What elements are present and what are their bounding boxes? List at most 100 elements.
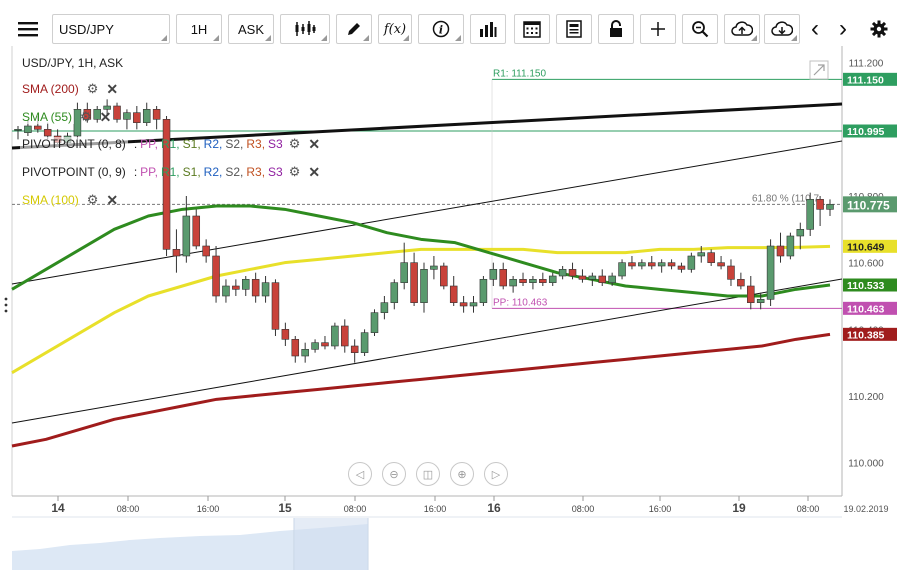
legend-sma200-row[interactable]: SMA (200) ⚙ ✕: [20, 80, 118, 98]
candle-body: [271, 282, 280, 330]
s1-label: S1,: [182, 137, 201, 151]
gear-icon: [870, 20, 888, 38]
candle-body: [687, 255, 696, 270]
r1-label: R1,: [160, 137, 180, 151]
candle-body: [440, 265, 448, 287]
candle-body: [697, 252, 706, 257]
x-tick-label: 19: [732, 501, 746, 515]
zoom-button[interactable]: [682, 14, 718, 44]
close-icon[interactable]: ✕: [308, 135, 321, 152]
draw-tool-button[interactable]: [336, 14, 372, 44]
indicators-button[interactable]: f(x): [378, 14, 412, 44]
candle-body: [469, 302, 478, 307]
candle-body: [380, 302, 389, 313]
symbol-selector[interactable]: USD/JPY: [52, 14, 170, 44]
pivot1-label: PIVOTPOINT (0, 8): [20, 137, 128, 151]
timeframe-selector[interactable]: 1H: [176, 14, 222, 44]
candle-body: [737, 279, 745, 287]
candle-body: [241, 279, 250, 290]
candle-body: [796, 229, 805, 237]
candle-body: [14, 129, 22, 131]
r3-label: R3,: [246, 137, 266, 151]
candle-body: [311, 342, 319, 350]
candle-body: [202, 245, 210, 257]
candle-body: [133, 112, 141, 123]
volume-button[interactable]: [470, 14, 506, 44]
thick-trendline[interactable]: [11, 102, 843, 150]
cloud-download-icon: [771, 21, 793, 36]
gear-icon[interactable]: ⚙: [288, 136, 301, 151]
candle-body: [301, 349, 309, 357]
legend-sma100-row[interactable]: SMA (100) ⚙ ✕: [20, 191, 118, 209]
candle-body: [162, 119, 171, 250]
s1-label: S1,: [182, 165, 201, 179]
restore-view-button[interactable]: [809, 60, 829, 80]
legend-sma55-row[interactable]: SMA (55) ⚙ ✕: [20, 108, 111, 126]
next-button[interactable]: ›: [832, 14, 854, 44]
zoom-out-button[interactable]: ⊖: [382, 462, 406, 486]
resize-handle[interactable]: [4, 297, 8, 313]
legend-pivot1-row[interactable]: PIVOTPOINT (0, 8) : PP, R1, S1, R2, S2, …: [20, 135, 320, 153]
hamburger-menu-icon[interactable]: [10, 14, 46, 44]
candle-body: [350, 345, 359, 353]
settings-button[interactable]: [866, 14, 892, 44]
close-icon[interactable]: ✕: [308, 163, 321, 180]
info-button[interactable]: i: [418, 14, 464, 44]
price-chart[interactable]: R1: 111.150 PP: 110.463 61.80 % (110.7.. 1…: [0, 46, 902, 570]
lock-icon: [610, 20, 622, 37]
news-button[interactable]: [556, 14, 592, 44]
close-icon[interactable]: ✕: [106, 80, 119, 97]
price-tag-label: 111.150: [847, 74, 884, 86]
navigator-window[interactable]: [294, 518, 368, 570]
chevron-left-icon: ‹: [811, 15, 819, 42]
pencil-icon: [348, 23, 360, 35]
price-tag-bg: [843, 278, 897, 292]
fit-button[interactable]: ◫: [416, 462, 440, 486]
candle-body: [618, 262, 626, 277]
x-tick-label: 16:00: [649, 504, 672, 514]
prev-button[interactable]: ‹: [804, 14, 826, 44]
x-tick-label: 08:00: [797, 504, 820, 514]
gear-icon[interactable]: ⚙: [86, 81, 99, 96]
bar-chart-icon: [480, 22, 497, 37]
trendlines[interactable]: [11, 102, 843, 424]
close-icon[interactable]: ✕: [99, 108, 112, 125]
crosshair-button[interactable]: [640, 14, 676, 44]
zoom-out-icon: ⊖: [389, 468, 399, 481]
calendar-button[interactable]: [514, 14, 550, 44]
candlestick-icon: [295, 21, 316, 36]
gear-icon[interactable]: ⚙: [86, 192, 99, 207]
zoom-in-button[interactable]: ⊕: [450, 462, 474, 486]
close-icon[interactable]: ✕: [106, 191, 119, 208]
candle-body: [756, 299, 765, 303]
x-tick-label: 08:00: [344, 504, 367, 514]
price-side-selector[interactable]: ASK: [228, 14, 274, 44]
price-side-label: ASK: [237, 21, 264, 37]
candle-body: [806, 199, 814, 230]
candle-body: [667, 262, 676, 267]
y-tick-label: 110.600: [848, 259, 884, 270]
candle-body: [657, 262, 666, 267]
crosshair-icon: [651, 22, 665, 36]
gear-icon[interactable]: ⚙: [288, 164, 301, 179]
chart-type-button[interactable]: [280, 14, 330, 44]
scroll-back-button[interactable]: ◁: [348, 462, 372, 486]
channel-upper-line[interactable]: [11, 140, 843, 285]
upload-button[interactable]: [724, 14, 760, 44]
candle-body: [430, 265, 438, 270]
candle-body: [628, 262, 636, 267]
legend-pivot2-row[interactable]: PIVOTPOINT (0, 9) : PP, R1, S1, R2, S2, …: [20, 163, 320, 181]
price-tags: 111.150 110.995 110.775 110.649 110.533 110.4…: [843, 72, 897, 341]
news-icon: [566, 20, 582, 38]
gear-icon[interactable]: ⚙: [80, 109, 92, 124]
pivot-sep: :: [133, 165, 138, 179]
channel-lower-line[interactable]: [11, 278, 843, 424]
download-button[interactable]: [764, 14, 800, 44]
scroll-forward-button[interactable]: ▷: [484, 462, 508, 486]
candle-body: [222, 285, 230, 297]
navigator-history: [12, 524, 368, 570]
candle-body: [459, 302, 468, 307]
lock-button[interactable]: [598, 14, 634, 44]
level-label: 61.80 % (110.7..: [752, 193, 825, 204]
navigator[interactable]: [12, 516, 842, 570]
